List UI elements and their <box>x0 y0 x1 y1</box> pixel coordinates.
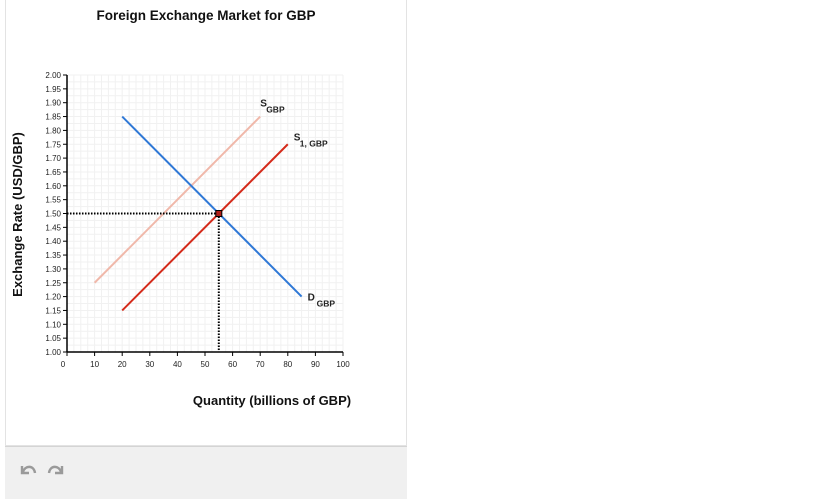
y-tick-label: 1.90 <box>45 99 61 108</box>
graph-panel <box>5 0 407 446</box>
x-tick-label: 90 <box>311 360 320 369</box>
y-tick-label: 1.15 <box>45 306 61 315</box>
redo-icon <box>47 465 64 475</box>
y-tick-label: 1.50 <box>45 210 61 219</box>
series-line <box>121 143 289 312</box>
ticks: 1.00 1.05 1.10 1.15 1.20 1.25 1.30 1.35 1.40 1.45… <box>45 71 350 369</box>
undo-icon <box>20 465 37 475</box>
x-tick-label: 30 <box>145 360 154 369</box>
series-label: D <box>308 293 315 304</box>
equilibrium <box>67 210 223 352</box>
x-tick-label: 40 <box>173 360 182 369</box>
x-tick-label: 10 <box>90 360 99 369</box>
chart-title: Foreign Exchange Market for GBP <box>96 8 316 23</box>
y-axis-label: Exchange Rate (USD/GBP) <box>10 132 25 297</box>
y-tick-label: 1.70 <box>45 154 61 163</box>
y-tick-label: 1.20 <box>45 293 61 302</box>
y-tick-label: 1.05 <box>45 334 61 343</box>
x-tick-label: 70 <box>256 360 265 369</box>
y-tick-label: 1.65 <box>45 168 61 177</box>
equilibrium-point <box>215 210 223 217</box>
y-tick-label: 1.80 <box>45 126 61 135</box>
y-tick-label: 1.30 <box>45 265 61 274</box>
series-label-subscript: 1, GBP <box>300 138 328 148</box>
undo-button[interactable] <box>17 459 39 481</box>
y-tick-label: 1.60 <box>45 182 61 191</box>
y-tick-label: 1.25 <box>45 279 61 288</box>
y-tick-label: 1.55 <box>45 196 61 205</box>
redo-button[interactable] <box>45 459 67 481</box>
y-tick-label: 1.10 <box>45 320 61 329</box>
series-label: S <box>294 132 301 143</box>
x-tick-label: 80 <box>283 360 292 369</box>
y-tick-label: 1.95 <box>45 85 61 94</box>
series-line <box>93 115 261 284</box>
series-label: S <box>260 99 267 110</box>
y-tick-label: 1.35 <box>45 251 61 260</box>
x-tick-label: 0 <box>61 360 66 369</box>
toolbar-footer <box>5 446 407 499</box>
x-tick-label: 60 <box>228 360 237 369</box>
y-tick-label: 1.75 <box>45 140 61 149</box>
x-tick-label: 100 <box>336 360 350 369</box>
y-tick-label: 1.45 <box>45 223 61 232</box>
x-tick-label: 20 <box>118 360 127 369</box>
series-label-subscript: GBP <box>266 105 285 115</box>
series-label-subscript: GBP <box>317 299 336 309</box>
chart-svg: 1.00 1.05 1.10 1.15 1.20 1.25 1.30 1.35 1.40 1.45… <box>10 71 351 408</box>
x-axis-label: Quantity (billions of GBP) <box>193 393 351 408</box>
y-tick-label: 1.85 <box>45 113 61 122</box>
y-tick-label: 1.40 <box>45 237 61 246</box>
y-tick-label: 2.00 <box>45 71 61 80</box>
x-tick-label: 50 <box>201 360 210 369</box>
series-line <box>121 115 303 298</box>
y-tick-label: 1.00 <box>45 348 61 357</box>
